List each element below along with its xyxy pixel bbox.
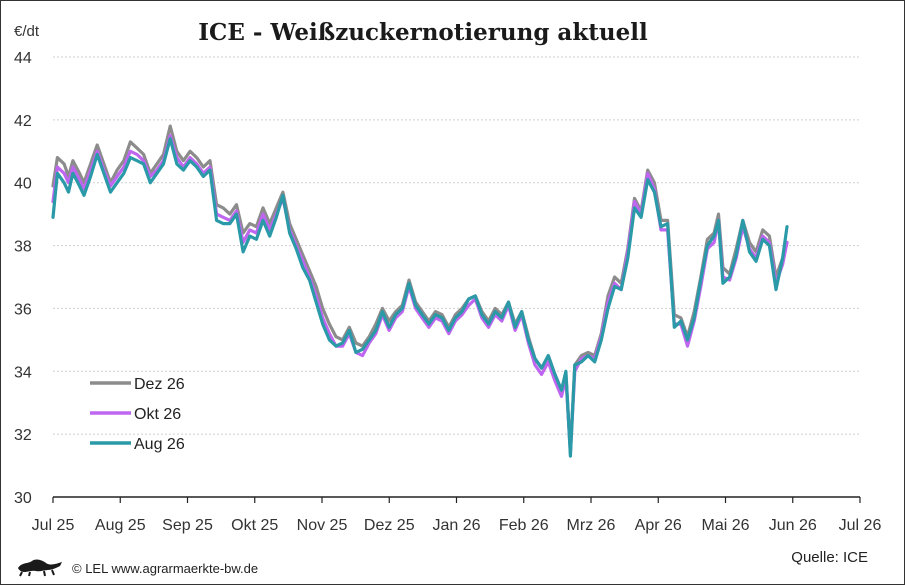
- x-tick-label: Jul 26: [839, 517, 882, 534]
- series-lines: [51, 124, 789, 458]
- series-line-dez-26: [51, 124, 789, 452]
- x-tick-label: Sep 25: [162, 517, 213, 534]
- series-line-aug-26: [51, 137, 789, 458]
- x-tick-label: Feb 26: [499, 517, 549, 534]
- x-tick-label: Okt 25: [231, 517, 278, 534]
- grid-lines: [53, 56, 860, 435]
- source-text: Quelle: ICE: [791, 549, 868, 566]
- x-tick-label: Dez 25: [364, 517, 415, 534]
- x-tick-label: Mrz 26: [567, 517, 616, 534]
- legend-label-aug-26: Aug 26: [134, 436, 185, 453]
- y-tick-label: 32: [14, 427, 32, 444]
- legend-label-okt-26: Okt 26: [134, 406, 181, 423]
- y-tick-label: 44: [14, 50, 32, 67]
- y-tick-label: 30: [14, 490, 32, 507]
- y-tick-label: 36: [14, 301, 32, 318]
- x-tick-label: Jan 26: [432, 517, 480, 534]
- x-tick-label: Jun 26: [769, 517, 817, 534]
- x-tick-label: Jul 25: [32, 517, 75, 534]
- copyright-text: © LEL www.agrarmaerkte-bw.de: [72, 561, 258, 576]
- x-tick-label: Apr 26: [635, 517, 682, 534]
- y-axis-unit-label: €/dt: [14, 23, 40, 40]
- y-tick-label: 34: [14, 364, 32, 381]
- y-tick-label: 42: [14, 113, 32, 130]
- y-tick-label: 40: [14, 176, 32, 193]
- legend-label-dez-26: Dez 26: [134, 376, 185, 393]
- x-tick-label: Mai 26: [701, 517, 749, 534]
- x-tick-label: Aug 25: [95, 517, 146, 534]
- chart-title: ICE - Weißzuckernotierung aktuell: [198, 19, 648, 46]
- baden-wuerttemberg-lion-icon: [18, 559, 62, 577]
- legend: Dez 26 Okt 26 Aug 26: [90, 376, 185, 453]
- y-axis-ticks: 30 32 34 36 38 40 42 44: [14, 50, 32, 507]
- x-axis: Jul 25 Aug 25 Sep 25 Okt 25 Nov 25 Dez 25 Jan …: [32, 496, 882, 534]
- x-tick-label: Nov 25: [297, 517, 348, 534]
- y-tick-label: 38: [14, 239, 32, 256]
